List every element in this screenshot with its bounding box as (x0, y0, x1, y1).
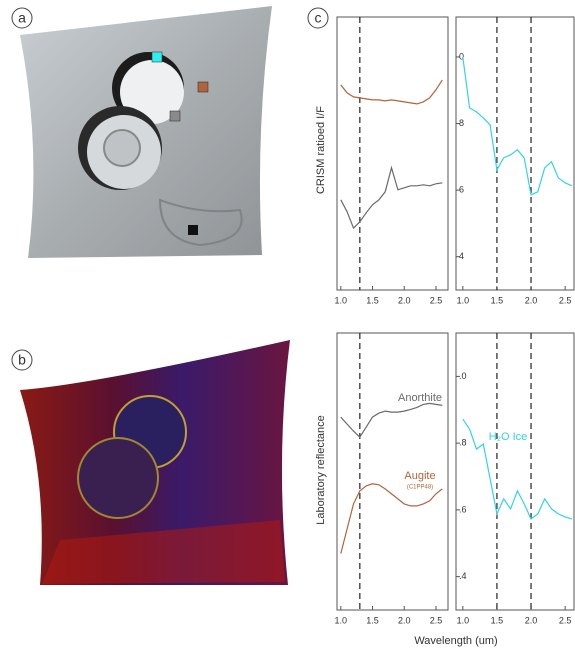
spectrum-line (341, 168, 443, 228)
x-tick-label: 2.5 (559, 295, 572, 305)
x-tick-label: 1.0 (457, 615, 470, 625)
x-tick-label: 2.5 (430, 615, 443, 625)
y-tick-label: .4 (459, 571, 467, 581)
series-label: Augite (404, 470, 435, 482)
panel-label: c (315, 10, 322, 26)
y-tick-label: .6 (459, 504, 467, 514)
y-tick-label: .8 (459, 438, 467, 448)
x-tick-label: 1.0 (335, 615, 348, 625)
spectrum-line (341, 484, 443, 554)
x-tick-label: 1.5 (366, 615, 379, 625)
x-tick-label: 1.5 (491, 295, 504, 305)
spectrum-line (463, 57, 572, 195)
panel-label: b (18, 352, 26, 368)
series-label: Anorthite (398, 392, 442, 404)
series-label: H₂O Ice (489, 431, 528, 443)
panel-label: a (18, 10, 26, 26)
figure: a b c CRISM ratioed I/F Laboratory reflectan… (0, 0, 575, 652)
x-tick-label: 2.0 (525, 295, 538, 305)
x-axis-label: Wavelength (um) (414, 635, 497, 647)
plot-frame (456, 17, 574, 290)
x-tick-label: 2.5 (430, 295, 443, 305)
series-sublabel: (C1PP48) (407, 485, 433, 491)
x-tick-label: 1.5 (491, 615, 504, 625)
x-tick-label: 1.0 (335, 295, 348, 305)
x-tick-label: 2.0 (398, 295, 411, 305)
x-tick-label: 2.5 (559, 615, 572, 625)
y-tick-label: 8 (459, 118, 464, 128)
image-b (20, 340, 290, 585)
y-tick-label: 6 (459, 184, 464, 194)
spectrum-line (341, 403, 443, 437)
x-tick-label: 2.0 (398, 615, 411, 625)
x-tick-label: 1.0 (457, 295, 470, 305)
y-tick-label: 4 (459, 251, 464, 261)
x-tick-label: 1.5 (366, 295, 379, 305)
y-axis-label: Laboratory reflectance (315, 415, 327, 524)
image-a (20, 6, 272, 258)
plot-frame (456, 333, 574, 610)
x-tick-label: 2.0 (525, 615, 538, 625)
y-axis-label: CRISM ratioed I/F (315, 106, 327, 194)
y-tick-label: .0 (459, 371, 467, 381)
spectrum-line (341, 80, 443, 104)
plot-frame (337, 17, 448, 290)
